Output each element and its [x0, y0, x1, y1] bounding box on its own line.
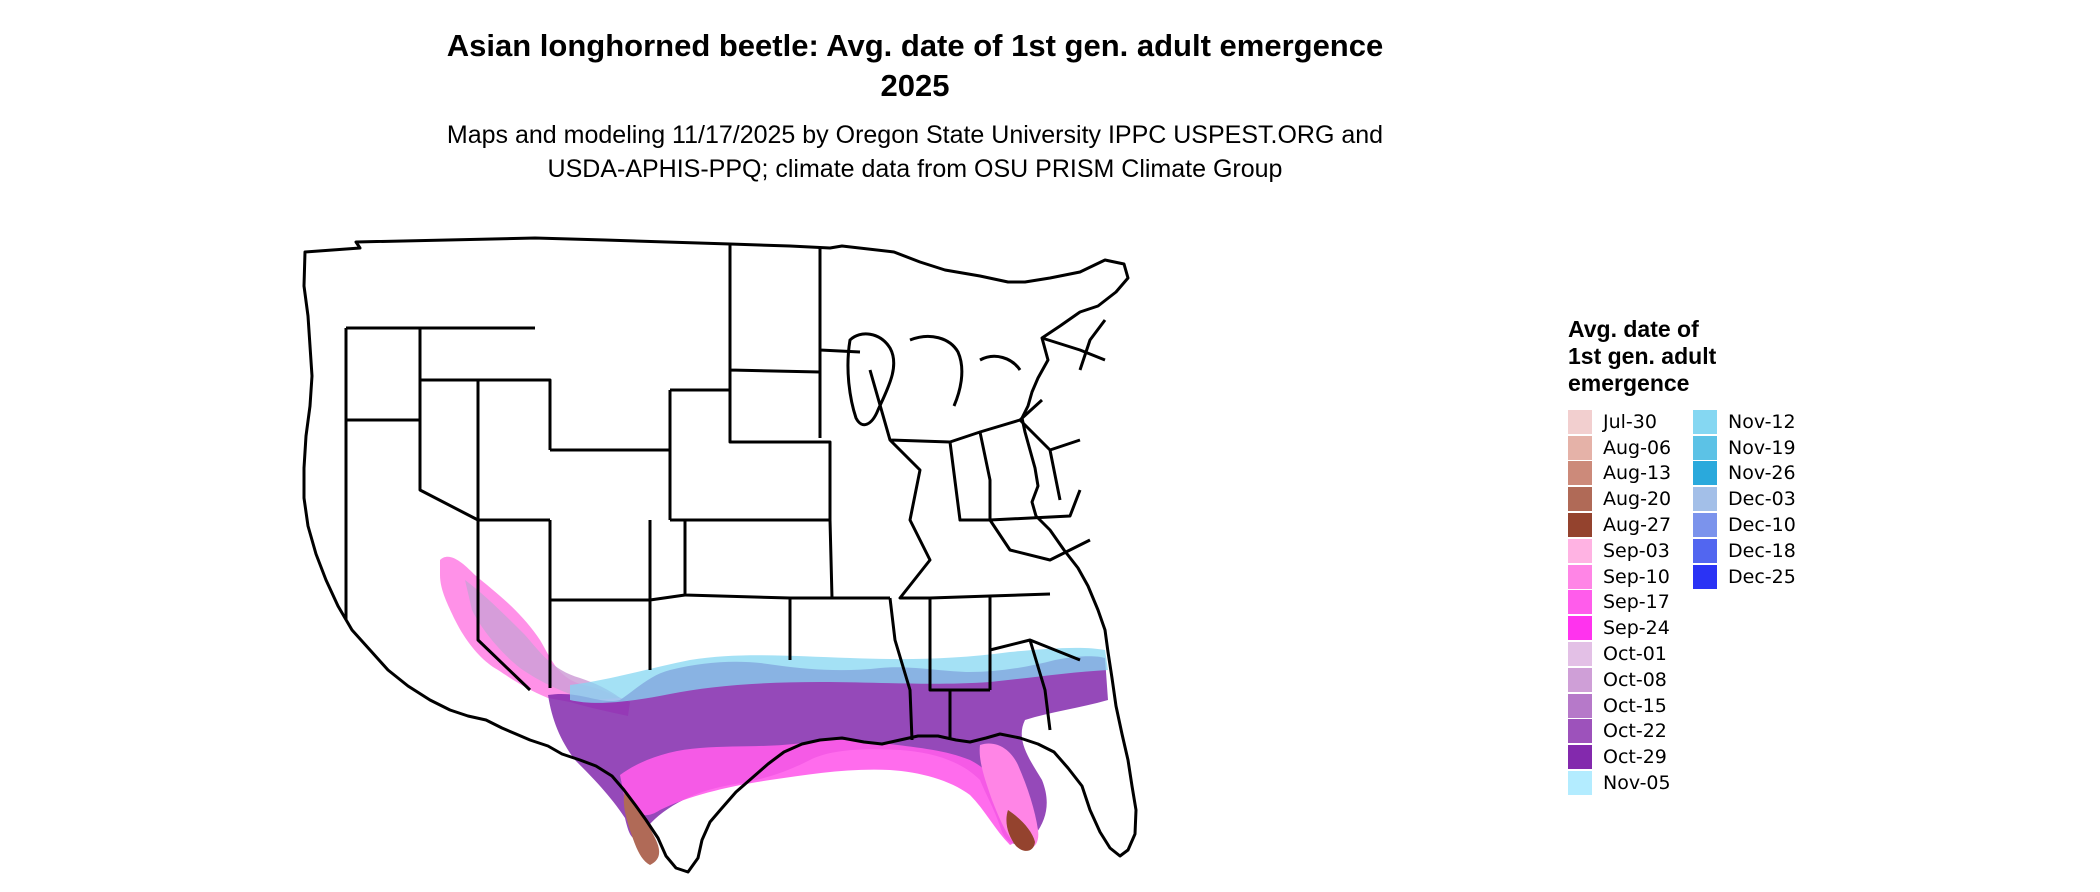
subtitle-line-2: USDA-APHIS-PPQ; climate data from OSU PR…	[547, 155, 1283, 183]
legend-swatch	[1568, 538, 1592, 563]
region-florida	[979, 743, 1039, 850]
legend-item: Aug-06	[1568, 435, 1693, 461]
legend-label: Nov-12	[1728, 410, 1796, 433]
legend-label: Nov-05	[1603, 772, 1671, 795]
legend-title-line-3: emergence	[1568, 370, 1690, 396]
legend-swatch	[1568, 564, 1592, 589]
legend-item: Aug-13	[1568, 461, 1693, 487]
legend-swatch	[1693, 461, 1717, 486]
region-texas-south	[623, 790, 660, 865]
legend-label: Aug-06	[1603, 436, 1672, 459]
region-southwest-desert	[440, 556, 630, 716]
legend-item: Oct-01	[1568, 641, 1693, 667]
legend-label: Sep-17	[1603, 591, 1670, 614]
legend-item: Oct-08	[1568, 667, 1693, 693]
legend-label: Jul-30	[1603, 410, 1657, 433]
legend-label: Oct-01	[1603, 643, 1667, 666]
map-subtitle: Maps and modeling 11/17/2025 by Oregon S…	[0, 118, 1830, 186]
legend-item: Nov-26	[1693, 461, 1818, 487]
state-lines-south	[888, 596, 1081, 741]
legend-swatch	[1568, 487, 1592, 512]
legend-label: Oct-22	[1603, 720, 1667, 743]
legend-swatch	[1693, 487, 1717, 512]
legend-item: Aug-20	[1568, 486, 1693, 512]
legend-item: Dec-18	[1693, 538, 1818, 564]
legend-item: Dec-03	[1693, 486, 1818, 512]
legend-swatch	[1568, 435, 1592, 460]
legend-swatch	[1568, 461, 1592, 486]
legend-item: Nov-19	[1693, 435, 1818, 461]
legend-label: Dec-18	[1728, 539, 1796, 562]
legend-swatch	[1568, 667, 1592, 692]
legend-item: Jul-30	[1568, 409, 1693, 435]
legend: Avg. date of 1st gen. adult emergence Ju…	[1568, 316, 2088, 796]
region-southwest-core	[465, 580, 620, 700]
legend-item: Sep-03	[1568, 538, 1693, 564]
legend-label: Nov-19	[1728, 436, 1796, 459]
header: Asian longhorned beetle: Avg. date of 1s…	[0, 26, 1830, 186]
region-gulf-magenta	[620, 739, 1018, 845]
legend-swatch	[1568, 719, 1592, 744]
legend-swatch	[1693, 513, 1717, 538]
legend-item: Oct-22	[1568, 719, 1693, 745]
legend-swatch	[1568, 513, 1592, 538]
legend-item: Dec-25	[1693, 564, 1818, 590]
legend-swatch	[1693, 435, 1717, 460]
legend-swatch	[1693, 564, 1717, 589]
legend-column-2: Nov-12 Nov-19 Nov-26 Dec-03 Dec-10 Dec-18 Dec-…	[1693, 409, 1818, 796]
legend-swatch	[1568, 590, 1592, 615]
state-lines-plains	[670, 244, 890, 660]
subtitle-line-1: Maps and modeling 11/17/2025 by Oregon S…	[446, 121, 1384, 149]
legend-swatch	[1693, 538, 1717, 563]
legend-swatch	[1568, 642, 1592, 667]
legend-label: Oct-08	[1603, 668, 1667, 691]
region-florida-tip	[1006, 810, 1035, 851]
legend-label: Dec-25	[1728, 565, 1796, 588]
legend-item: Nov-12	[1693, 409, 1818, 435]
legend-item: Sep-10	[1568, 564, 1693, 590]
legend-label: Dec-10	[1728, 514, 1796, 537]
legend-label: Aug-13	[1603, 462, 1672, 485]
state-lines-east	[979, 319, 1107, 501]
legend-item: Oct-15	[1568, 693, 1693, 719]
legend-title-line-1: Avg. date of	[1568, 316, 1699, 342]
legend-item: Dec-10	[1693, 512, 1818, 538]
legend-label: Aug-27	[1603, 514, 1672, 537]
legend-title-line-2: 1st gen. adult	[1568, 343, 1717, 369]
emergence-shading	[440, 556, 1108, 865]
legend-swatch	[1568, 693, 1592, 718]
legend-label: Sep-24	[1603, 617, 1670, 640]
legend-label: Sep-10	[1603, 565, 1670, 588]
us-map	[302, 236, 1138, 874]
region-gulf-blue	[570, 647, 1108, 703]
legend-label: Oct-29	[1603, 746, 1667, 769]
legend-label: Oct-15	[1603, 694, 1667, 717]
legend-swatch	[1568, 616, 1592, 641]
legend-item: Sep-17	[1568, 590, 1693, 616]
legend-item: Aug-27	[1568, 512, 1693, 538]
us-outline	[302, 236, 1138, 874]
legend-item: Nov-05	[1568, 770, 1693, 796]
legend-label: Aug-20	[1603, 488, 1672, 511]
legend-swatch	[1568, 771, 1592, 796]
legend-label: Nov-26	[1728, 462, 1796, 485]
legend-swatch	[1568, 409, 1592, 434]
title-text: Asian longhorned beetle: Avg. date of 1s…	[446, 28, 1384, 63]
legend-columns: Jul-30 Aug-06 Aug-13 Aug-20 Aug-27 Sep-03 Sep-…	[1568, 409, 2088, 796]
legend-swatch	[1568, 745, 1592, 770]
legend-label: Sep-03	[1603, 539, 1670, 562]
map-title: Asian longhorned beetle: Avg. date of 1s…	[0, 26, 1830, 106]
legend-label: Dec-03	[1728, 488, 1796, 511]
title-year: 2025	[880, 68, 950, 103]
state-boundaries	[302, 236, 1138, 874]
legend-item: Oct-29	[1568, 744, 1693, 770]
great-lakes	[846, 332, 1022, 427]
legend-item: Sep-24	[1568, 615, 1693, 641]
legend-column-1: Jul-30 Aug-06 Aug-13 Aug-20 Aug-27 Sep-03 Sep-…	[1568, 409, 1693, 796]
legend-swatch	[1693, 409, 1717, 434]
legend-title: Avg. date of 1st gen. adult emergence	[1568, 316, 2088, 397]
